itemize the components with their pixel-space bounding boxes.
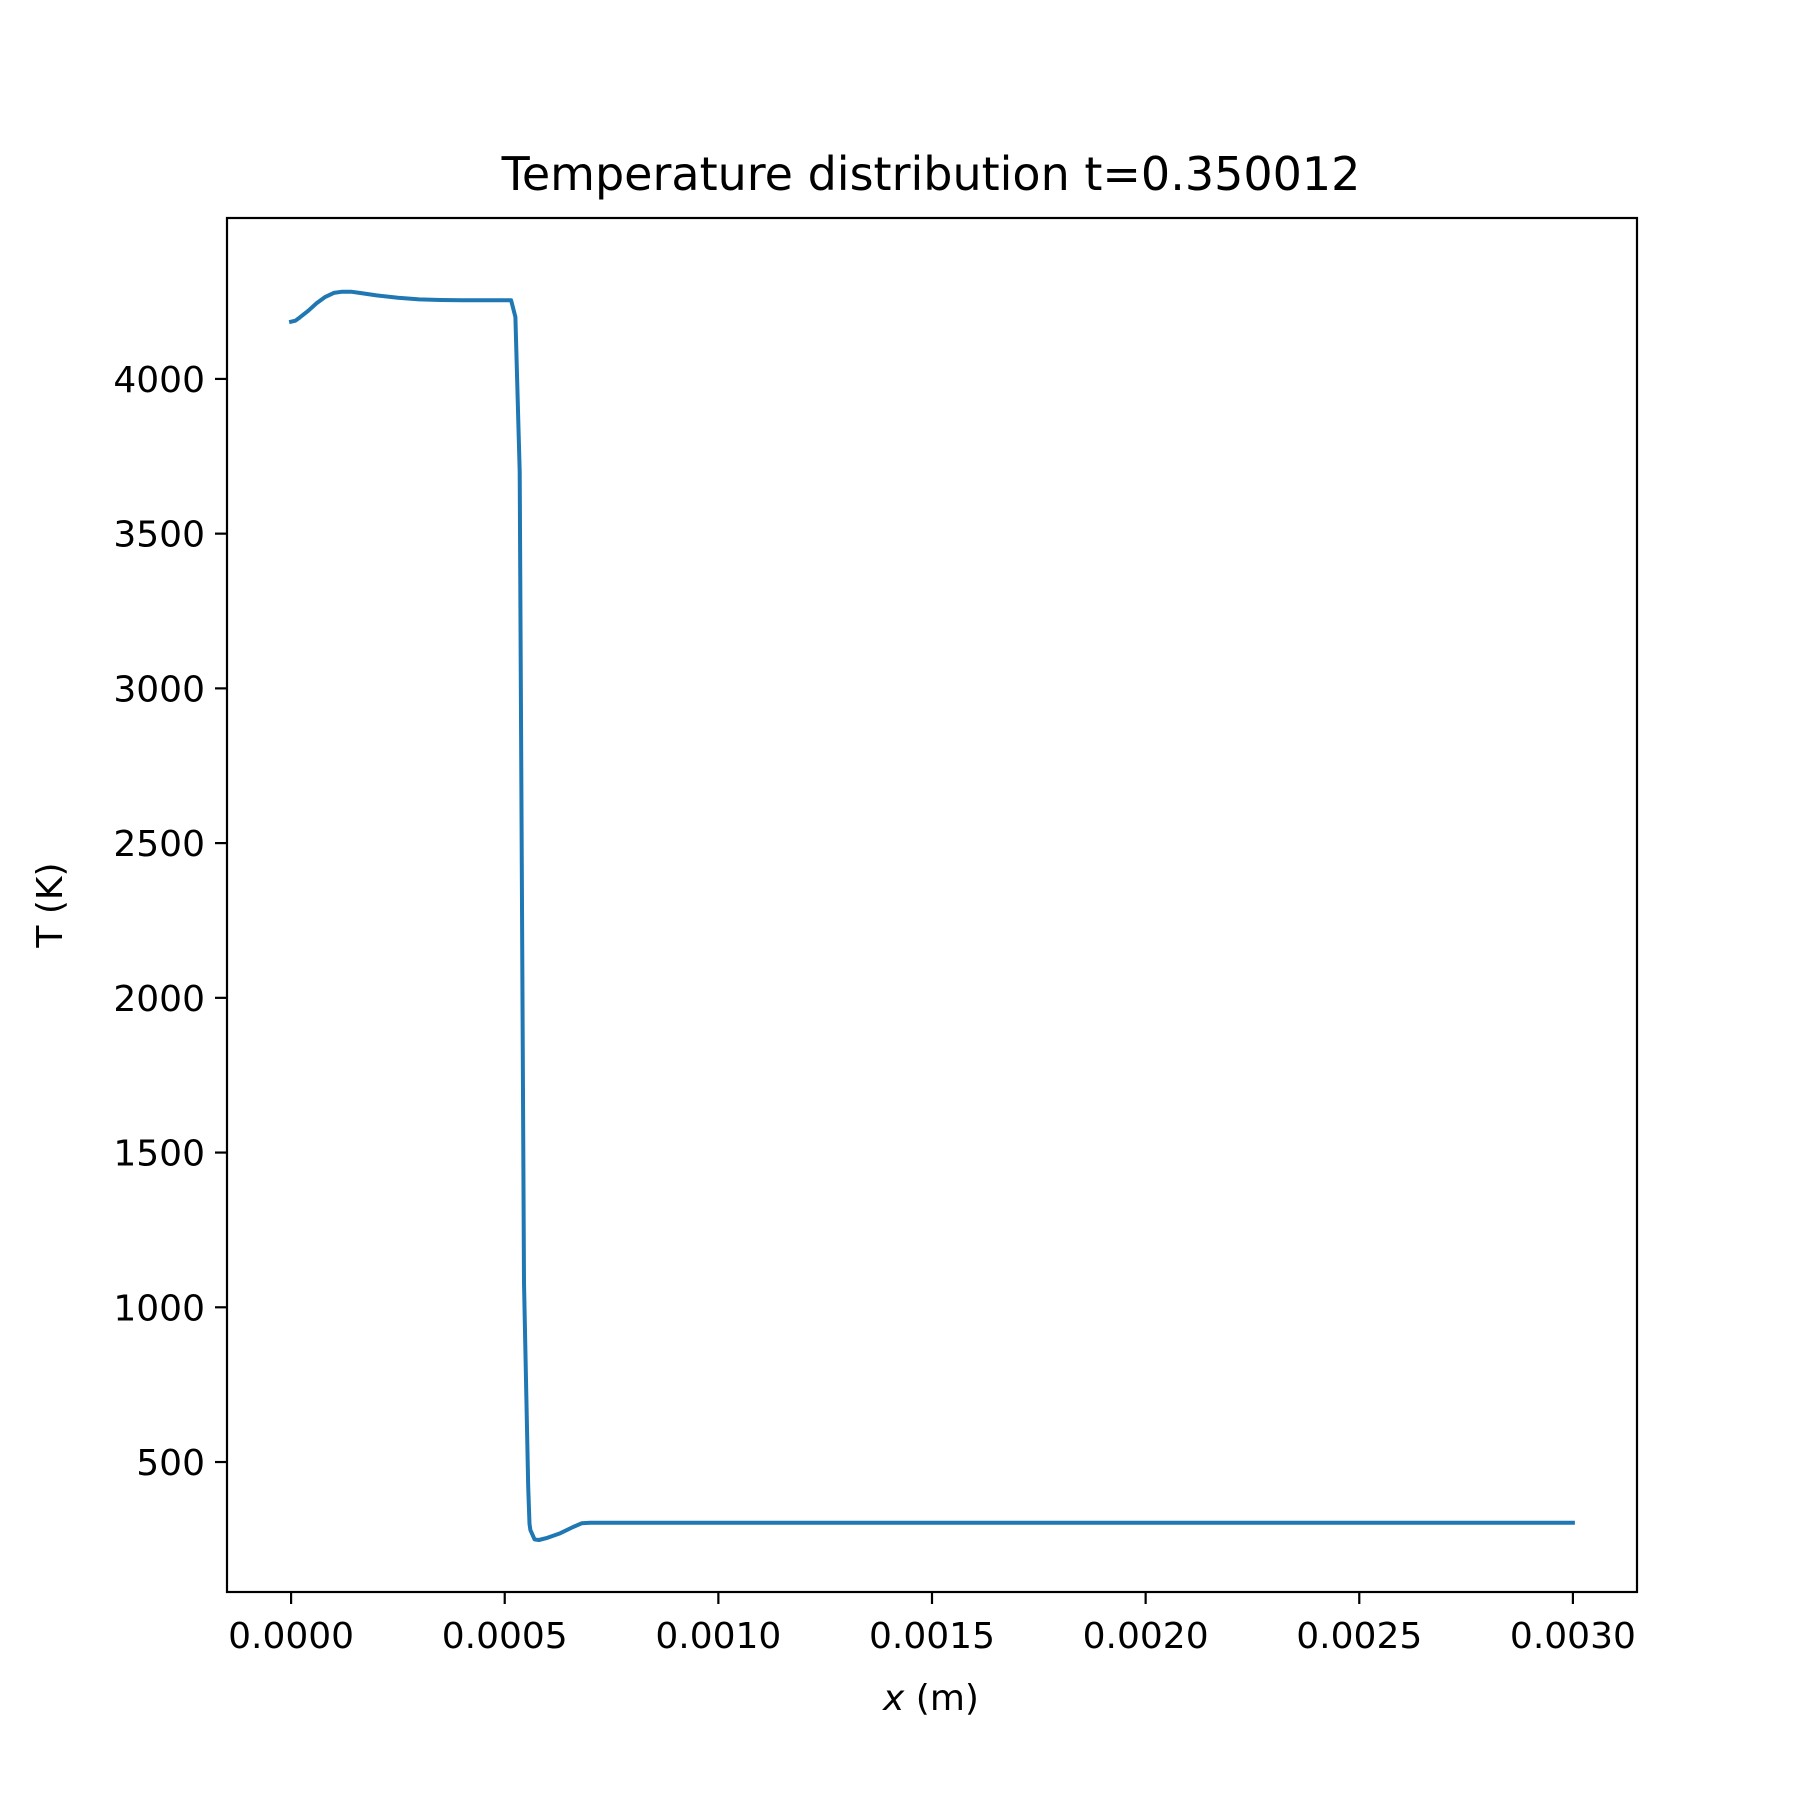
y-tick-label: 2000 <box>113 979 205 1020</box>
x-tick-label: 0.0030 <box>1510 1616 1636 1657</box>
x-axis: 0.0000 0.0005 0.0010 0.0015 0.0020 0.0025 0.00… <box>228 1592 1636 1657</box>
y-tick-label: 4000 <box>113 360 205 401</box>
temperature-series-line <box>288 289 1575 1542</box>
y-tick-label: 2500 <box>113 824 205 865</box>
x-tick-label: 0.0020 <box>1083 1616 1209 1657</box>
y-axis-label: T (K) <box>30 862 71 948</box>
y-axis: 500 1000 1500 2000 2500 3000 3500 4000 <box>113 360 227 1484</box>
x-axis-label-variable: x <box>882 1678 905 1719</box>
y-tick-label: 500 <box>136 1443 205 1484</box>
x-tick-label: 0.0000 <box>228 1616 354 1657</box>
y-tick-label: 3500 <box>113 515 205 556</box>
plot-area <box>288 289 1575 1542</box>
x-tick-label: 0.0005 <box>442 1616 568 1657</box>
x-axis-label-unit: (m) <box>904 1678 979 1719</box>
y-tick-label: 1000 <box>113 1288 205 1329</box>
x-axis-label: x (m) <box>882 1678 979 1719</box>
x-tick-label: 0.0015 <box>869 1616 995 1657</box>
x-tick-label: 0.0010 <box>655 1616 781 1657</box>
x-tick-label: 0.0025 <box>1296 1616 1422 1657</box>
chart-title: Temperature distribution t=0.350012 <box>501 147 1361 201</box>
y-tick-label: 1500 <box>113 1134 205 1175</box>
y-tick-label: 3000 <box>113 669 205 710</box>
